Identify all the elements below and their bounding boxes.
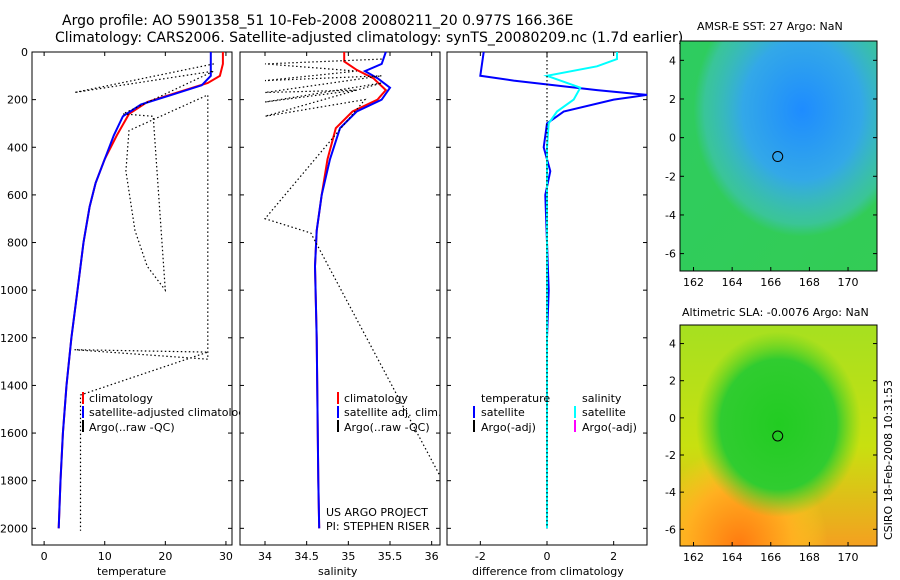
x-tick-label: 0 xyxy=(544,550,551,563)
map-y-tick-label: 0 xyxy=(669,412,676,425)
temperature-legend: climatology satellite-adjusted climatolo… xyxy=(82,392,252,434)
map-x-tick-label: 168 xyxy=(799,276,820,289)
difference-xlabel: difference from climatology xyxy=(472,565,624,578)
x-tick-label: 34 xyxy=(258,550,272,563)
legend-label-satellite-adjusted: satellite-adjusted climatology xyxy=(89,406,252,419)
pi-annotation: PI: STEPHEN RISER xyxy=(326,520,430,533)
y-tick-label: 200 xyxy=(7,94,28,107)
salinity-panel: 34 34.5 35 35.5 36 salinity climatology sate… xyxy=(239,51,441,578)
legend-label-climatology: climatology xyxy=(89,392,153,405)
legend-label-sal-satellite: satellite xyxy=(582,406,626,419)
difference-series xyxy=(479,51,648,529)
x-tick-label: 2 xyxy=(610,550,617,563)
map-y-tick-label: 4 xyxy=(669,338,676,351)
temperature-axes-box xyxy=(31,51,233,546)
legend-label-satellite-adj: satellite adj. clim. xyxy=(344,406,441,419)
map-y-tick-label: 2 xyxy=(669,375,676,388)
sst-map-ticks: 162 164 166 168 170 -6 -4 -2 0 2 4 xyxy=(665,54,877,289)
sla-argo-location-marker xyxy=(772,430,784,442)
legend-label-climatology: climatology xyxy=(344,392,408,405)
legend-label-argo: Argo(..raw -QC) xyxy=(344,421,430,434)
figure-title-line-1: Argo profile: AO 5901358_51 10-Feb-2008 … xyxy=(62,13,573,29)
series-line-satellite-adjusted-climatology xyxy=(57,52,212,529)
sst-map-frame xyxy=(679,40,878,272)
legend-heading-salinity: salinity xyxy=(582,392,622,405)
map-x-tick-label: 166 xyxy=(760,276,781,289)
series-line-argo-raw-qc xyxy=(263,58,441,477)
sla-map-ticks: 162 164 166 168 170 -6 -4 -2 0 2 4 xyxy=(665,338,877,564)
y-tick-label: 2000 xyxy=(0,522,28,535)
legend-label-temp-argo: Argo(-adj) xyxy=(481,421,536,434)
y-tick-label: 1400 xyxy=(0,379,28,392)
temperature-panel: 0 10 20 30 0 200 400 600 800 1000 1200 1400 1600 1800… xyxy=(0,46,252,578)
y-tick-label: 800 xyxy=(7,237,28,250)
series-line-satellite-adj-clim xyxy=(313,51,392,529)
map-y-tick-label: -4 xyxy=(665,209,676,222)
temperature-series xyxy=(57,52,224,531)
legend-heading-temperature: temperature xyxy=(481,392,550,405)
x-tick-label: 30 xyxy=(219,550,233,563)
sla-map-green-region xyxy=(680,325,877,546)
map-x-tick-label: 170 xyxy=(838,276,859,289)
map-y-tick-label: 0 xyxy=(669,132,676,145)
legend-label-sal-argo: Argo(-adj) xyxy=(582,421,637,434)
sla-map-title: Altimetric SLA: -0.0076 Argo: NaN xyxy=(682,306,869,319)
y-tick-label: 400 xyxy=(7,141,28,154)
map-y-tick-label: -2 xyxy=(665,170,676,183)
x-tick-label: 35 xyxy=(341,550,355,563)
sla-map-frame xyxy=(679,324,878,547)
map-x-tick-label: 168 xyxy=(799,551,820,564)
difference-legend: temperature satellite Argo(-adj) salinit… xyxy=(473,392,637,434)
map-x-tick-label: 166 xyxy=(760,551,781,564)
y-tick-label: 1200 xyxy=(0,332,28,345)
y-tick-label: 0 xyxy=(21,46,28,59)
sla-map-panel: Altimetric SLA: -0.0076 Argo: NaN 162 164… xyxy=(665,306,878,564)
series-line-argo-raw-qc xyxy=(74,63,215,531)
y-tick-label: 1000 xyxy=(0,284,28,297)
sst-argo-location-marker xyxy=(772,151,784,163)
difference-panel: -2 0 2 difference from climatology tempera… xyxy=(446,51,648,578)
series-line-satellite xyxy=(543,52,618,529)
y-tick-label: 600 xyxy=(7,189,28,202)
map-y-tick-label: 4 xyxy=(669,54,676,67)
legend-label-argo: Argo(..raw -QC) xyxy=(89,421,175,434)
sst-map-panel: AMSR-E SST: 27 Argo: NaN 162 164 166 168 170… xyxy=(665,20,878,289)
x-tick-label: 34.5 xyxy=(294,550,319,563)
map-x-tick-label: 162 xyxy=(683,551,704,564)
salinity-ticks: 34 34.5 35 35.5 36 xyxy=(240,51,440,563)
map-y-tick-label: -6 xyxy=(665,523,676,536)
sst-map-title: AMSR-E SST: 27 Argo: NaN xyxy=(697,20,843,33)
map-x-tick-label: 164 xyxy=(722,551,743,564)
map-y-tick-label: -6 xyxy=(665,248,676,261)
salinity-xlabel: salinity xyxy=(318,565,358,578)
salinity-legend: climatology satellite adj. clim. Argo(..… xyxy=(337,392,441,434)
salinity-series xyxy=(263,51,441,529)
y-tick-label: 1800 xyxy=(0,475,28,488)
salinity-axes-box xyxy=(239,51,441,546)
x-tick-label: 36 xyxy=(425,550,439,563)
x-tick-label: 10 xyxy=(98,550,112,563)
difference-ticks: -2 0 2 xyxy=(447,51,647,563)
map-x-tick-label: 170 xyxy=(838,551,859,564)
csiro-timestamp: CSIRO 18-Feb-2008 10:31:53 xyxy=(882,380,895,540)
temperature-xlabel: temperature xyxy=(97,565,166,578)
map-y-tick-label: 2 xyxy=(669,93,676,106)
x-tick-label: 0 xyxy=(41,550,48,563)
legend-label-temp-satellite: satellite xyxy=(481,406,525,419)
map-x-tick-label: 164 xyxy=(722,276,743,289)
x-tick-label: 35.5 xyxy=(378,550,403,563)
figure-title-line-2: Climatology: CARS2006. Satellite-adjuste… xyxy=(55,30,683,46)
project-annotation: US ARGO PROJECT xyxy=(326,506,428,519)
map-y-tick-label: -4 xyxy=(665,486,676,499)
temperature-ticks: 0 10 20 30 0 200 400 600 800 1000 1200 1400 1600 1800… xyxy=(0,46,233,563)
map-y-tick-label: -2 xyxy=(665,449,676,462)
y-tick-label: 1600 xyxy=(0,427,28,440)
x-tick-label: 20 xyxy=(158,550,172,563)
x-tick-label: -2 xyxy=(475,550,486,563)
map-x-tick-label: 162 xyxy=(683,276,704,289)
sst-map-warm-pool xyxy=(680,41,877,271)
